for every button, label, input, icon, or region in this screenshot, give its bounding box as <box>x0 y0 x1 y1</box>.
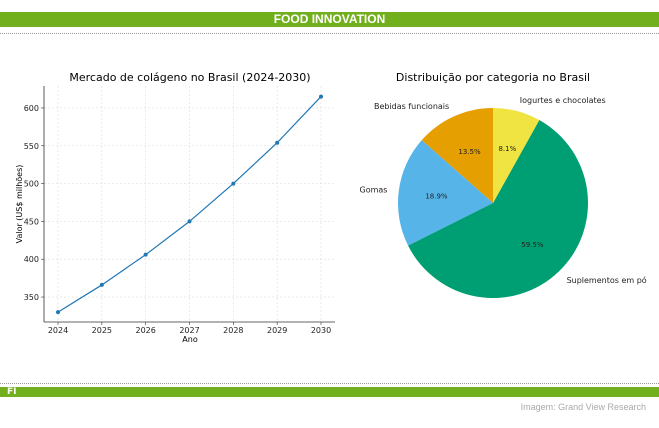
y-tick-label: 350 <box>24 293 39 302</box>
footer-banner: FI <box>0 387 659 397</box>
y-tick-label: 450 <box>24 217 39 226</box>
slice-label: Suplementos em pó <box>567 275 647 285</box>
x-tick-label: 2030 <box>311 326 331 335</box>
y-tick-label: 400 <box>24 255 39 264</box>
slice-pct-label: 8.1% <box>498 145 516 153</box>
data-point <box>275 140 280 145</box>
pie-slice <box>398 140 493 246</box>
data-point <box>56 310 60 315</box>
slice-pct-label: 13.5% <box>458 148 481 156</box>
x-tick-label: 2027 <box>179 326 199 335</box>
header-banner: FOOD INNOVATION <box>0 12 659 27</box>
slice-pct-label: 59.5% <box>521 241 544 249</box>
pie-chart-title: Distribuição por categoria no Brasil <box>396 71 590 84</box>
divider <box>0 33 659 34</box>
data-point <box>143 252 148 257</box>
x-tick-label: 2024 <box>48 326 68 335</box>
divider <box>0 383 659 384</box>
y-axis-label: Valor (US$ milhões) <box>15 165 24 244</box>
pie-slice <box>421 108 493 203</box>
x-tick-label: 2025 <box>92 326 112 335</box>
x-tick-label: 2026 <box>135 326 155 335</box>
data-point <box>319 94 323 99</box>
slice-label: Gomas <box>360 185 388 194</box>
y-tick-label: 550 <box>24 142 39 151</box>
slice-pct-label: 18.9% <box>425 193 448 201</box>
data-point <box>99 282 104 287</box>
x-axis-label: Ano <box>182 335 198 344</box>
x-tick-label: 2028 <box>223 326 243 335</box>
image-credit: Imagem: Grand View Research <box>520 402 646 412</box>
slice-label: Iogurtes e chocolates <box>520 96 606 105</box>
line-chart-title: Mercado de colágeno no Brasil (2024-2030… <box>69 71 310 84</box>
data-point <box>187 219 192 224</box>
y-tick-label: 500 <box>24 180 39 189</box>
y-tick-label: 600 <box>24 104 39 113</box>
pie-slice <box>408 120 589 298</box>
pie-slice <box>493 108 540 203</box>
x-tick-label: 2029 <box>267 326 287 335</box>
header-title: FOOD INNOVATION <box>273 12 386 26</box>
footer-logo: FI <box>7 387 17 397</box>
slice-label: Bebidas funcionais <box>374 102 449 111</box>
data-point <box>231 181 236 186</box>
